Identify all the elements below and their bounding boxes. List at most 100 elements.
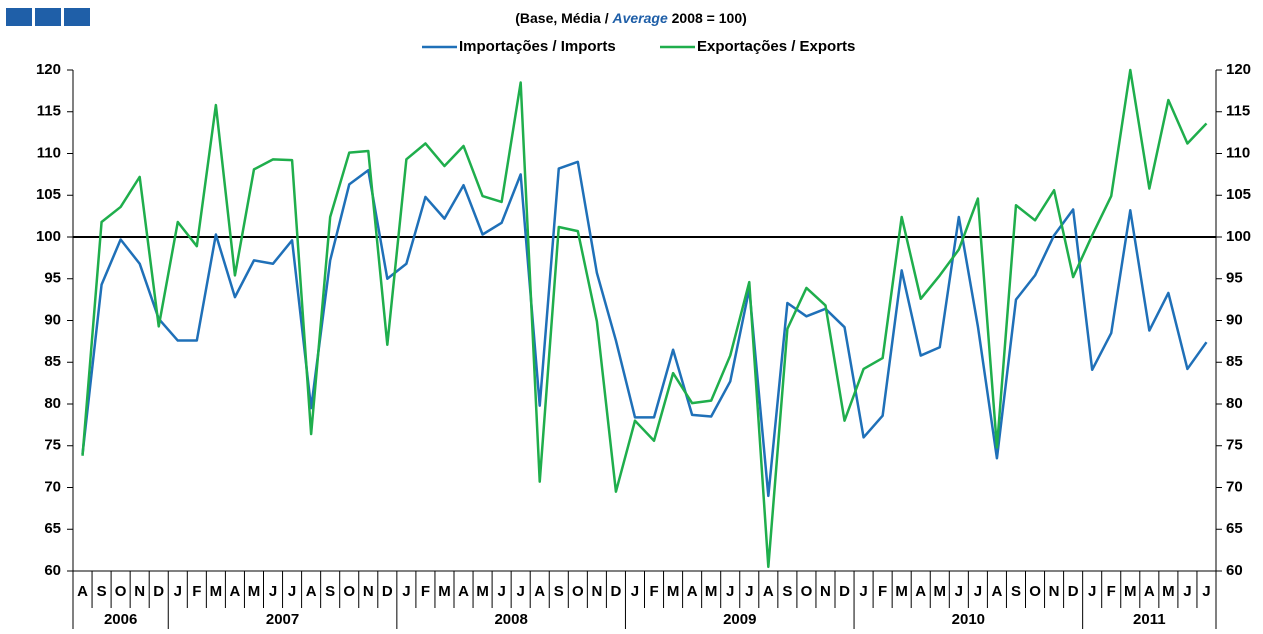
x-tick-label: J <box>974 583 982 600</box>
x-tick-label: O <box>572 583 584 600</box>
x-tick-label: F <box>192 583 201 600</box>
x-tick-label: N <box>820 583 831 600</box>
x-tick-label: J <box>402 583 410 600</box>
subtitle-emphasis: Average <box>611 10 667 26</box>
y-tick-label: 80 <box>44 395 61 412</box>
subtitle: (Base, Média / Average 2008 = 100) <box>515 10 747 26</box>
x-tick-label: J <box>288 583 296 600</box>
x-tick-label: F <box>649 583 658 600</box>
x-tick-label: M <box>210 583 223 600</box>
year-label: 2011 <box>1133 611 1166 628</box>
x-tick-label: N <box>363 583 374 600</box>
logo-block <box>64 8 90 26</box>
y2-tick-label: 80 <box>1226 395 1243 412</box>
y2-tick-label: 75 <box>1226 437 1243 454</box>
x-tick-label: J <box>726 583 734 600</box>
x-tick-label: A <box>915 583 926 600</box>
x-tick-label: F <box>1107 583 1116 600</box>
x-tick-label: A <box>992 583 1003 600</box>
y2-tick-label: 120 <box>1226 61 1251 78</box>
x-tick-label: J <box>1088 583 1096 600</box>
y2-tick-label: 60 <box>1226 562 1243 579</box>
x-tick-label: F <box>421 583 430 600</box>
x-tick-label: O <box>1029 583 1041 600</box>
x-tick-label: D <box>382 583 393 600</box>
year-label: 2006 <box>104 611 137 628</box>
series-line <box>81 160 1208 498</box>
x-tick-label: N <box>134 583 145 600</box>
x-tick-label: D <box>611 583 622 600</box>
x-tick-label: O <box>801 583 813 600</box>
x-tick-label: A <box>77 583 88 600</box>
x-tick-label: M <box>934 583 947 600</box>
year-label: 2008 <box>494 611 527 628</box>
y-tick-label: 115 <box>37 103 61 120</box>
y-tick-label: 95 <box>44 270 61 287</box>
x-tick-label: M <box>705 583 718 600</box>
x-tick-label: S <box>1011 583 1021 600</box>
x-tick-label: M <box>438 583 451 600</box>
x-tick-label: M <box>1124 583 1137 600</box>
y-tick-label: 65 <box>44 520 61 537</box>
x-tick-label: N <box>591 583 602 600</box>
legend-label: Importações / Imports <box>459 38 616 55</box>
y-tick-label: 70 <box>44 478 61 495</box>
y-tick-label: 100 <box>36 228 61 245</box>
subtitle-part: 2008 = 100) <box>672 10 747 26</box>
subtitle-part: (Base, Média / <box>515 10 608 26</box>
x-tick-label: F <box>878 583 887 600</box>
x-tick-label: A <box>458 583 469 600</box>
y2-tick-label: 70 <box>1226 478 1243 495</box>
logo-block <box>35 8 61 26</box>
y-tick-label: 75 <box>44 437 61 454</box>
x-tick-label: J <box>745 583 753 600</box>
legend-label: Exportações / Exports <box>697 38 855 55</box>
x-tick-label: S <box>782 583 792 600</box>
x-tick-label: A <box>1144 583 1155 600</box>
y-tick-label: 90 <box>44 311 61 328</box>
x-tick-label: J <box>497 583 505 600</box>
y2-tick-label: 90 <box>1226 311 1243 328</box>
y2-tick-label: 100 <box>1226 228 1251 245</box>
y-tick-label: 60 <box>44 562 61 579</box>
x-tick-label: M <box>1162 583 1175 600</box>
x-tick-label: S <box>97 583 107 600</box>
series-line <box>81 68 1208 569</box>
x-tick-label: M <box>895 583 908 600</box>
x-tick-label: D <box>839 583 850 600</box>
x-tick-label: A <box>306 583 317 600</box>
x-tick-label: S <box>325 583 335 600</box>
y2-tick-label: 115 <box>1226 103 1250 120</box>
x-tick-label: D <box>153 583 164 600</box>
x-tick-label: M <box>667 583 680 600</box>
y-tick-label: 120 <box>36 61 61 78</box>
year-label: 2010 <box>952 611 985 628</box>
x-tick-label: N <box>1049 583 1060 600</box>
y2-tick-label: 95 <box>1226 270 1243 287</box>
x-tick-label: M <box>248 583 261 600</box>
x-tick-label: O <box>343 583 355 600</box>
logo-block <box>6 8 32 26</box>
x-tick-label: J <box>517 583 525 600</box>
x-tick-label: O <box>115 583 127 600</box>
x-tick-label: J <box>955 583 963 600</box>
y-tick-label: 110 <box>37 144 61 161</box>
x-tick-label: M <box>476 583 489 600</box>
x-tick-label: J <box>1183 583 1191 600</box>
x-tick-label: A <box>230 583 241 600</box>
year-label: 2009 <box>723 611 756 628</box>
y2-tick-label: 110 <box>1226 144 1250 161</box>
x-tick-label: A <box>687 583 698 600</box>
x-tick-label: A <box>763 583 774 600</box>
x-tick-label: J <box>631 583 639 600</box>
x-tick-label: J <box>174 583 182 600</box>
y-tick-label: 85 <box>44 353 61 370</box>
x-tick-label: S <box>554 583 564 600</box>
year-label: 2007 <box>266 611 299 628</box>
y-tick-label: 105 <box>36 186 61 203</box>
x-tick-label: J <box>269 583 277 600</box>
x-tick-label: A <box>534 583 545 600</box>
x-tick-label: J <box>1202 583 1210 600</box>
y2-tick-label: 105 <box>1226 186 1251 203</box>
